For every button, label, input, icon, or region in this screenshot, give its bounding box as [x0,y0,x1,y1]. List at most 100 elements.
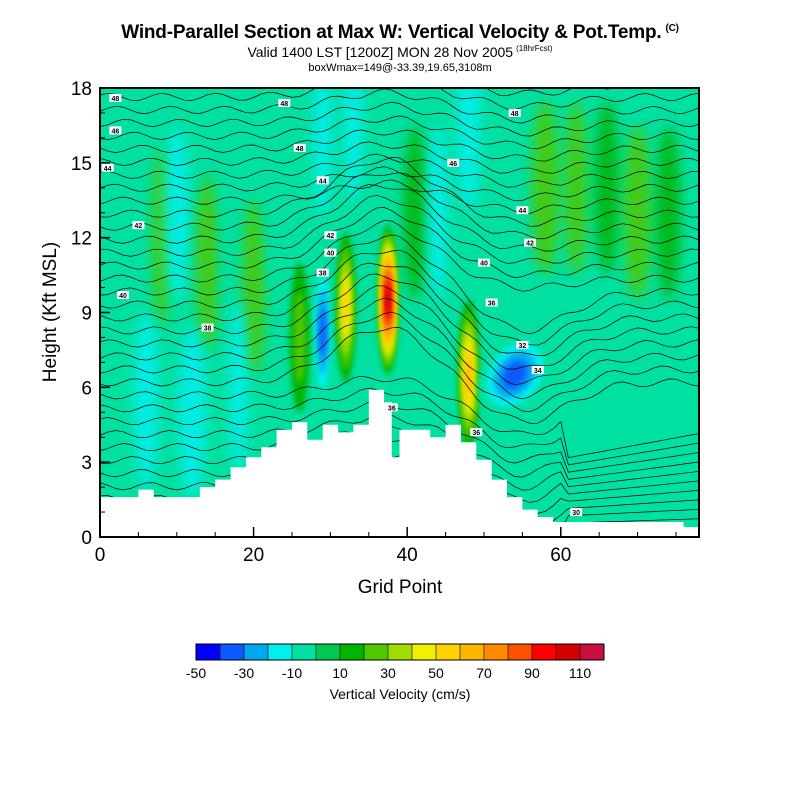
theta-line [100,101,699,137]
theta-label-text: 46 [111,128,119,135]
theta-label-text: 36 [472,430,480,437]
theta-label: 48 [293,143,306,153]
colorbar-swatch [244,644,269,660]
theta-line [100,262,699,357]
velocity-core [502,361,527,389]
theta-label: 42 [324,231,337,240]
colorbar-tick-label: 50 [428,665,444,681]
theta-label-bg [109,126,122,135]
theta-label-text: 36 [388,405,396,412]
y-tick-label: 15 [71,154,92,175]
theta-label-bg [324,231,337,240]
colorbar-tick-label: 90 [524,665,540,681]
theta-line [100,88,699,124]
colorbar-swatch [364,644,389,660]
theta-label: 42 [524,238,537,248]
theta-line [100,179,699,215]
theta-line [100,311,699,413]
velocity-stripe [220,150,241,325]
theta-line [100,194,699,264]
theta-label-bg [508,108,521,117]
velocity-stripe [564,100,588,276]
theta-line [100,141,699,174]
theta-line [100,285,699,386]
theta-line [100,153,699,188]
colorbar-swatch [292,644,317,660]
theta-line [100,88,699,110]
theta-label: 38 [201,323,214,332]
theta-label-text: 48 [511,111,519,118]
colorbar-tick-label: -10 [282,665,302,681]
plot-area: 48 48 48 46 48 46 44 44 44 42 42 42 40 40 38 40 36 38 32 34… [100,88,699,537]
colorbar-swatch [388,644,413,660]
theta-line [100,375,699,459]
theta-label-text: 42 [526,241,534,248]
theta-label: 48 [109,93,122,103]
theta-label-bg [117,291,130,300]
colorbar-tick-label: 30 [380,665,396,681]
forecast-hour-label: (18hrFcst) [516,44,553,54]
theta-label: 36 [470,428,483,437]
theta-label: 36 [385,403,398,412]
theta-label-bg [447,158,460,167]
velocity-stripe [267,125,286,301]
theta-line [100,412,699,480]
theta-label-bg [293,143,306,152]
theta-contour-labels: 48 48 48 46 48 46 44 44 44 42 42 42 40 40 38 40 36 38 32 34… [101,93,583,517]
theta-label: 40 [477,258,490,268]
colorbar-swatch [556,644,581,660]
velocity-stripe [195,175,220,350]
theta-label-text: 40 [119,293,127,300]
copyright-mark: (C) [665,22,679,34]
theta-label: 48 [278,98,291,108]
velocity-stripe [655,125,681,301]
theta-label-text: 32 [518,343,526,350]
theta-label-bg [516,206,529,215]
theta-label-bg [485,298,498,307]
chart-title: Wind-Parallel Section at Max W: Vertical… [0,22,800,44]
theta-label-bg [278,98,291,107]
theta-label-text: 44 [319,178,327,185]
colorbar-tick-label: 70 [476,665,492,681]
theta-label: 46 [447,158,460,168]
theta-label-text: 40 [480,261,488,268]
theta-label-bg [132,221,145,230]
chart-title-text: Wind-Parallel Section at Max W: Vertical… [121,22,662,43]
theta-label-bg [477,258,490,267]
colorbar-tick-label: 110 [569,665,592,681]
velocity-core [466,357,472,393]
theta-line [100,207,699,278]
theta-label: 44 [101,163,114,173]
terrain-mask [100,389,699,537]
colorbar-swatch [220,644,245,660]
theta-line [100,327,699,424]
theta-label-bg [101,163,114,172]
theta-label: 48 [508,108,521,118]
y-tick-label: 12 [71,229,92,250]
colorbar-frame [195,643,605,661]
y-tick-label: 9 [81,304,92,325]
theta-line [100,387,699,466]
theta-label-text: 36 [488,301,496,308]
theta-contours [100,88,699,537]
colorbar: -50 -30 -10 10 30 50 70 90 110 [186,643,605,681]
theta-label: 34 [531,365,544,375]
theta-label-bg [531,365,544,374]
theta-line [100,157,699,227]
theta-label: 44 [516,206,529,215]
theta-label: 30 [570,508,583,517]
velocity-stripe [242,200,266,375]
x-tick-label: 0 [95,545,106,566]
x-axis-label: Grid Point [358,577,443,598]
box-wmax-info: boxWmax=149@-33.39,19.65,3108m [308,62,492,74]
theta-label: 44 [316,176,329,185]
theta-label-bg [109,93,122,102]
theta-line [100,166,699,202]
velocity-stripe [133,312,159,488]
theta-label-bg [516,340,529,349]
theta-line [100,234,699,335]
theta-line [100,426,699,491]
theta-label-bg [324,248,337,257]
